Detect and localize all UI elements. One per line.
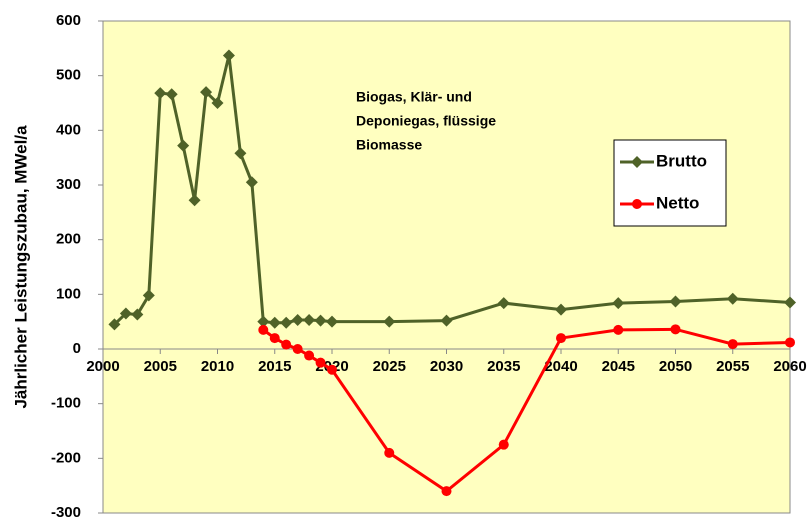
y-tick-label: -300 [51,504,81,518]
x-tick-label: 2050 [659,358,692,375]
x-tick-label: 2060 [773,358,806,375]
x-tick-label: 2035 [487,358,520,375]
marker [384,447,395,458]
y-tick-label: 400 [56,121,81,138]
marker [154,87,167,100]
x-tick-label: 2055 [716,358,749,375]
marker [613,324,624,335]
marker [304,350,315,361]
marker [268,316,281,329]
legend-label: Brutto [656,151,707,170]
y-tick-label: -200 [51,449,81,466]
marker [257,315,270,328]
marker [326,315,338,328]
marker [726,292,739,305]
marker [211,97,224,109]
marker [142,289,155,302]
x-tick-label: 2000 [86,358,119,375]
marker [245,176,258,189]
x-tick-label: 2015 [258,358,291,375]
marker [234,147,247,160]
legend-box [613,139,727,227]
marker [669,295,682,308]
marker [556,333,566,344]
legend-label: Netto [656,193,699,212]
marker [177,139,190,152]
marker [314,314,327,327]
marker [165,88,178,101]
marker [555,303,567,316]
y-axis-label: Jährlicher Leistungszubau, MWel/a [11,125,30,409]
marker [280,316,293,329]
y-tick-label: 600 [56,12,81,29]
marker [258,324,269,335]
marker [200,86,213,99]
marker [327,364,337,375]
marker [108,318,121,331]
annotation: Deponiegas, flüssige [356,113,496,129]
y-tick-label: 200 [56,231,81,248]
marker [727,339,738,350]
marker [292,344,303,354]
y-tick-label: 0 [73,340,81,357]
x-tick-label: 2025 [373,358,406,375]
y-tick-label: 300 [56,176,81,193]
line [113,55,791,326]
annotation: Biogas, Klär- und [356,89,472,105]
y-tick-label: -100 [51,395,81,412]
marker [440,314,453,327]
marker [498,439,509,450]
x-tick-label: 2030 [430,358,463,375]
x-tick-label: 2040 [544,358,577,375]
legend-marker [631,156,643,168]
marker [291,314,304,327]
marker [441,486,452,497]
y-tick-label: 100 [56,285,81,302]
marker [612,297,625,310]
marker [188,194,201,207]
marker [119,307,132,320]
marker [383,315,396,328]
y-tick-label: 500 [56,67,81,84]
marker [784,296,796,309]
annotation: Biomasse [356,137,422,153]
marker [281,339,292,350]
marker [785,337,795,348]
marker [131,308,144,321]
marker [303,314,316,327]
legend-marker [632,199,642,209]
marker [497,297,510,310]
x-tick-label: 2045 [602,358,635,375]
x-tick-label: 2005 [144,358,177,375]
x-tick-label: 2010 [201,358,234,375]
marker [222,49,235,62]
marker [670,324,681,335]
marker [315,357,326,368]
marker [269,333,280,344]
